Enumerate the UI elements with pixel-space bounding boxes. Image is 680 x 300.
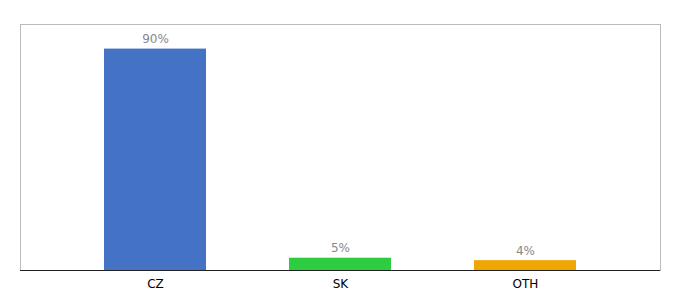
svg-text:SK: SK <box>333 277 350 291</box>
svg-text:90%: 90% <box>142 32 169 46</box>
svg-text:5%: 5% <box>331 241 350 255</box>
svg-text:4%: 4% <box>516 244 535 258</box>
svg-text:OTH: OTH <box>513 277 539 291</box>
svg-text:CZ: CZ <box>147 277 164 291</box>
